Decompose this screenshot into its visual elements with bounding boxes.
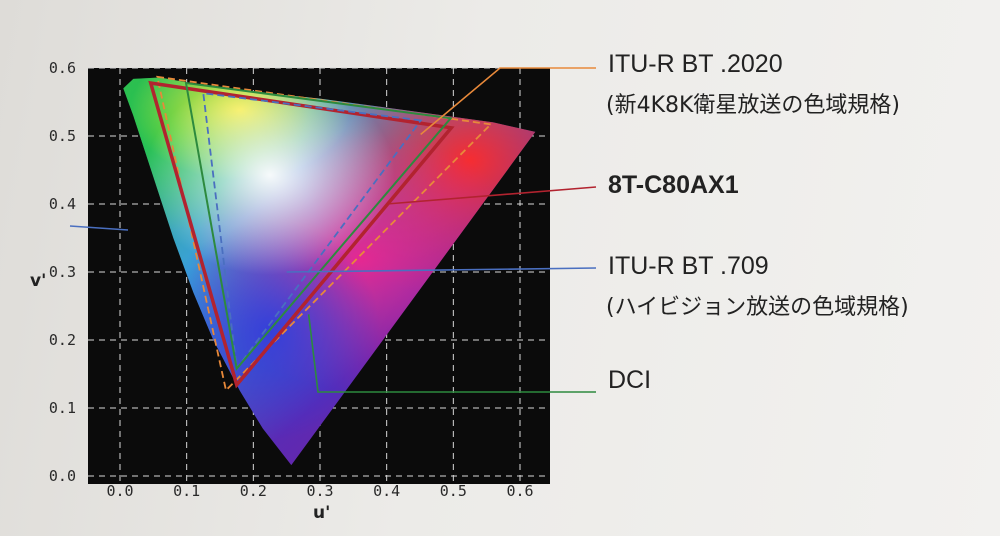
y-tick-label: 0.0 bbox=[49, 467, 76, 485]
x-tick-label: 0.1 bbox=[173, 482, 200, 500]
axis-ticks: 0.0 0.1 0.2 0.3 0.4 0.5 0.6 0.0 0.1 0.2 0.3 0.4 0.5 0… bbox=[49, 59, 534, 500]
triangle-dci bbox=[184, 81, 453, 371]
legend-sublabel: (ハイビジョン放送の色域規格) bbox=[606, 295, 909, 320]
legend-leader-line bbox=[420, 67, 596, 136]
y-tick-label: 0.6 bbox=[49, 59, 76, 77]
x-tick-label: 0.2 bbox=[240, 482, 267, 500]
y-axis-label: v' bbox=[30, 271, 46, 291]
legend-label: 8T-C80AX1 bbox=[608, 171, 739, 199]
x-tick-label: 0.6 bbox=[506, 482, 533, 500]
legend: ITU-R BT .2020 (新4K8K衛星放送の色域規格) 8T-C80AX1 I… bbox=[69, 50, 909, 394]
legend-label: ITU-R BT .709 bbox=[608, 252, 769, 280]
x-tick-label: 0.3 bbox=[306, 482, 333, 500]
legend-leader-line bbox=[307, 314, 596, 393]
y-tick-label: 0.1 bbox=[49, 399, 76, 417]
y-tick-label: 0.4 bbox=[49, 195, 76, 213]
blue-leader-stub bbox=[69, 225, 129, 231]
legend-label: ITU-R BT .2020 bbox=[608, 50, 783, 78]
legend-sublabel: (新4K8K衛星放送の色域規格) bbox=[606, 93, 900, 118]
y-tick-label: 0.5 bbox=[49, 127, 76, 145]
x-tick-label: 0.0 bbox=[106, 482, 133, 500]
legend-leader-line bbox=[286, 267, 597, 273]
y-tick-label: 0.2 bbox=[49, 331, 76, 349]
legend-leader-line bbox=[386, 186, 597, 205]
y-tick-label: 0.3 bbox=[49, 263, 76, 281]
gamut-triangles bbox=[148, 75, 493, 393]
x-tick-label: 0.4 bbox=[373, 482, 400, 500]
triangle-8t-c80ax1 bbox=[148, 80, 455, 389]
triangle-itu-r-bt-709 bbox=[202, 92, 423, 371]
x-axis-label: u' bbox=[313, 503, 330, 523]
legend-label: DCI bbox=[608, 366, 651, 394]
x-tick-label: 0.5 bbox=[440, 482, 467, 500]
